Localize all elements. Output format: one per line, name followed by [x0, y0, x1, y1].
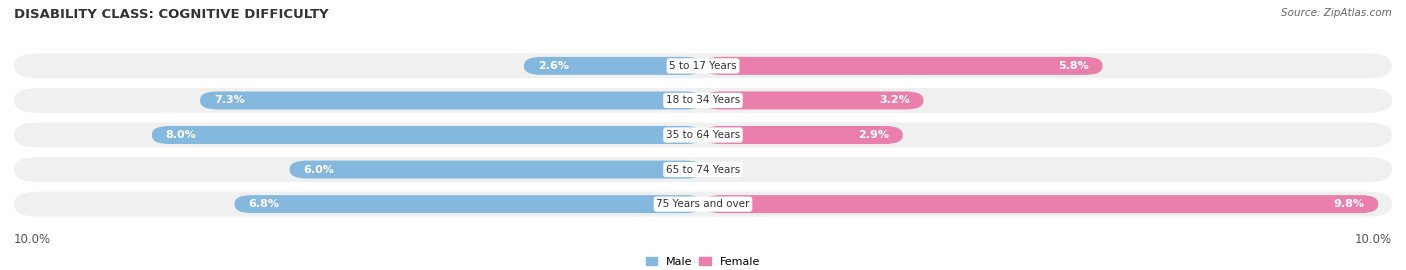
- Text: 8.0%: 8.0%: [166, 130, 197, 140]
- Text: 7.3%: 7.3%: [214, 95, 245, 106]
- FancyBboxPatch shape: [235, 195, 703, 213]
- Text: 75 Years and over: 75 Years and over: [657, 199, 749, 209]
- FancyBboxPatch shape: [152, 126, 703, 144]
- Text: 18 to 34 Years: 18 to 34 Years: [666, 95, 740, 106]
- Text: Source: ZipAtlas.com: Source: ZipAtlas.com: [1281, 8, 1392, 18]
- FancyBboxPatch shape: [524, 57, 703, 75]
- FancyBboxPatch shape: [703, 57, 1102, 75]
- FancyBboxPatch shape: [14, 53, 1392, 78]
- FancyBboxPatch shape: [200, 92, 703, 109]
- Text: 35 to 64 Years: 35 to 64 Years: [666, 130, 740, 140]
- FancyBboxPatch shape: [14, 157, 1392, 182]
- Text: 6.0%: 6.0%: [304, 164, 335, 175]
- FancyBboxPatch shape: [703, 126, 903, 144]
- Legend: Male, Female: Male, Female: [641, 252, 765, 270]
- FancyBboxPatch shape: [14, 123, 1392, 147]
- FancyBboxPatch shape: [703, 92, 924, 109]
- FancyBboxPatch shape: [703, 195, 1378, 213]
- Text: 10.0%: 10.0%: [14, 234, 51, 247]
- Text: 2.6%: 2.6%: [537, 61, 568, 71]
- Text: 9.8%: 9.8%: [1333, 199, 1364, 209]
- Text: DISABILITY CLASS: COGNITIVE DIFFICULTY: DISABILITY CLASS: COGNITIVE DIFFICULTY: [14, 8, 329, 21]
- FancyBboxPatch shape: [14, 192, 1392, 217]
- Text: 5 to 17 Years: 5 to 17 Years: [669, 61, 737, 71]
- Text: 3.2%: 3.2%: [879, 95, 910, 106]
- Text: 2.9%: 2.9%: [858, 130, 889, 140]
- Text: 6.8%: 6.8%: [249, 199, 280, 209]
- Text: 65 to 74 Years: 65 to 74 Years: [666, 164, 740, 175]
- Text: 0.0%: 0.0%: [710, 164, 741, 175]
- FancyBboxPatch shape: [290, 161, 703, 178]
- Text: 5.8%: 5.8%: [1059, 61, 1088, 71]
- Text: 10.0%: 10.0%: [1355, 234, 1392, 247]
- FancyBboxPatch shape: [14, 88, 1392, 113]
